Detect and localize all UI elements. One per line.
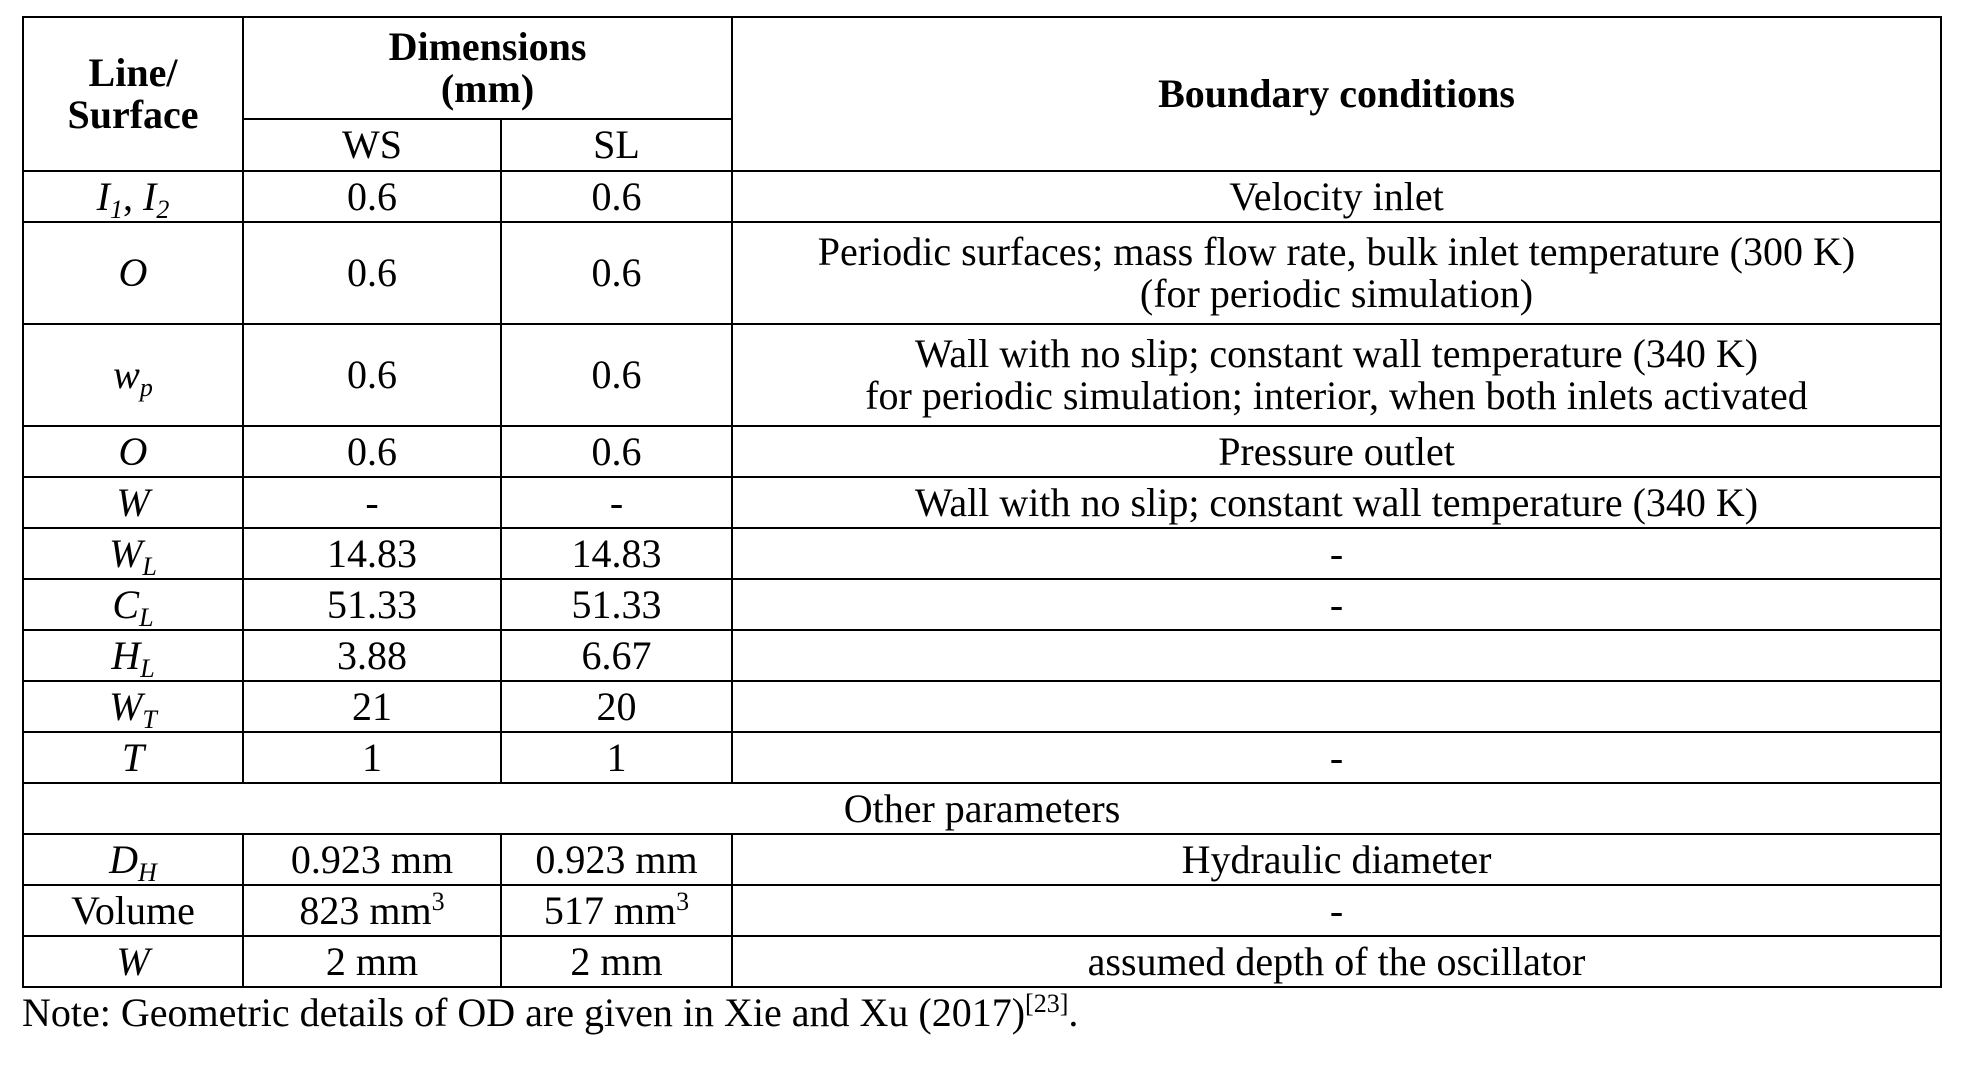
row-sl: 51.33 <box>500 578 733 631</box>
row-sl: 14.83 <box>500 527 733 580</box>
row-sl: 20 <box>500 680 733 733</box>
header-ws: WS <box>242 118 502 172</box>
row-bc: - <box>731 578 1942 631</box>
row-bc: assumed depth of the oscillator <box>731 935 1942 988</box>
row-label: W <box>22 476 244 529</box>
row-label: CL <box>22 578 244 631</box>
row-ws: 2 mm <box>242 935 502 988</box>
row-bc: - <box>731 527 1942 580</box>
subheader-row: WS SL <box>23 118 1941 172</box>
row-label: I1, I2 <box>22 170 244 223</box>
row-bc: Wall with no slip; constant wall tempera… <box>731 476 1942 529</box>
row-ws: 1 <box>242 731 502 784</box>
row-label: T <box>22 731 244 784</box>
table-row: W 2 mm 2 mm assumed depth of the oscilla… <box>22 935 1942 988</box>
other-parameters-row: Other parameters <box>22 782 1942 835</box>
table-row: O 0.6 0.6 Pressure outlet <box>22 425 1942 478</box>
other-parameters-title: Other parameters <box>22 782 1942 835</box>
header-line-surface: Line/ Surface <box>22 16 244 172</box>
row-sl: 0.6 <box>500 170 733 223</box>
row-ws: 0.6 <box>242 425 502 478</box>
row-sl: 0.923 mm <box>500 833 733 886</box>
header-boundary-conditions: Boundary conditions <box>731 16 1942 172</box>
row-sl: 2 mm <box>500 935 733 988</box>
row-sl: 0.6 <box>500 425 733 478</box>
row-label: W <box>22 935 244 988</box>
table-row: WT 21 20 <box>22 680 1942 733</box>
row-sl: 6.67 <box>500 629 733 682</box>
row-ws: - <box>242 476 502 529</box>
row-label: O <box>22 425 244 478</box>
row-ws: 3.88 <box>242 629 502 682</box>
table-row: CL 51.33 51.33 - <box>22 578 1942 631</box>
row-label: wp <box>22 323 244 427</box>
table-row: wp 0.6 0.6 Wall with no slip; constant w… <box>22 323 1942 427</box>
header-sl: SL <box>500 118 733 172</box>
row-sl: 517 mm3 <box>500 884 733 937</box>
header-dimensions: Dimensions (mm) <box>242 16 733 120</box>
row-bc: Velocity inlet <box>731 170 1942 223</box>
row-bc: - <box>731 731 1942 784</box>
row-ws: 0.6 <box>242 221 502 325</box>
table-row: HL 3.88 6.67 <box>22 629 1942 682</box>
row-bc: - <box>731 884 1942 937</box>
row-sl: 0.6 <box>500 323 733 427</box>
table-row: Volume 823 mm3 517 mm3 - <box>22 884 1942 937</box>
table-row: WL 14.83 14.83 - <box>22 527 1942 580</box>
row-label: Volume <box>22 884 244 937</box>
row-ws: 14.83 <box>242 527 502 580</box>
row-ws: 823 mm3 <box>242 884 502 937</box>
row-label: WT <box>22 680 244 733</box>
row-sl: - <box>500 476 733 529</box>
row-sl: 0.6 <box>500 221 733 325</box>
table-row: W - - Wall with no slip; constant wall t… <box>22 476 1942 529</box>
row-label: HL <box>22 629 244 682</box>
row-sl: 1 <box>500 731 733 784</box>
row-label: DH <box>22 833 244 886</box>
row-ws: 51.33 <box>242 578 502 631</box>
row-bc: Periodic surfaces; mass flow rate, bulk … <box>731 221 1942 325</box>
table-row: I1, I2 0.6 0.6 Velocity inlet <box>22 170 1942 223</box>
table-row: T 1 1 - <box>22 731 1942 784</box>
row-bc: Hydraulic diameter <box>731 833 1942 886</box>
table-container: Line/ Surface Dimensions (mm) Boundary c… <box>22 16 1942 1038</box>
row-ws: 21 <box>242 680 502 733</box>
table-row: O 0.6 0.6 Periodic surfaces; mass flow r… <box>22 221 1942 325</box>
row-bc: Pressure outlet <box>731 425 1942 478</box>
header-row: Line/ Surface Dimensions (mm) Boundary c… <box>22 16 1942 172</box>
row-ws: 0.6 <box>242 170 502 223</box>
row-label: O <box>22 221 244 325</box>
row-ws: 0.6 <box>242 323 502 427</box>
row-ws: 0.923 mm <box>242 833 502 886</box>
row-bc: Wall with no slip; constant wall tempera… <box>731 323 1942 427</box>
row-bc <box>731 629 1942 682</box>
table-note: Note: Geometric details of OD are given … <box>22 989 1079 1035</box>
row-bc <box>731 680 1942 733</box>
table-row: DH 0.923 mm 0.923 mm Hydraulic diameter <box>22 833 1942 886</box>
parameters-table: Line/ Surface Dimensions (mm) Boundary c… <box>22 16 1942 988</box>
row-label: WL <box>22 527 244 580</box>
